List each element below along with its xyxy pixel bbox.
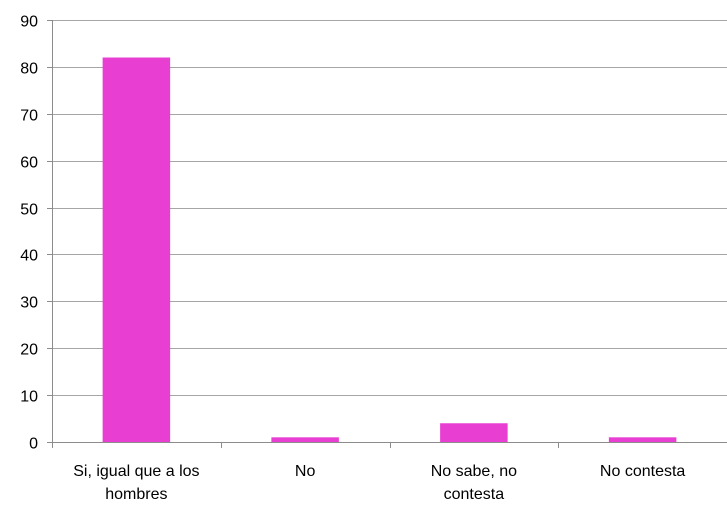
y-tick-label: 40 [20,248,38,265]
bars [102,57,677,443]
x-category-label: contesta [444,486,505,503]
y-tick-label: 90 [20,14,38,31]
x-category-label: No contesta [600,463,685,480]
y-tick-label: 0 [29,436,38,453]
y-tick-label: 30 [20,295,38,312]
y-tick-label: 70 [20,108,38,125]
axes [47,20,727,448]
y-tick-label: 10 [20,389,38,406]
bar [608,437,677,442]
y-tick-label: 50 [20,202,38,219]
y-tick-label: 60 [20,155,38,172]
y-tick-label: 20 [20,342,38,359]
x-category-label: No sabe, no [431,463,517,480]
x-axis-category-labels: Si, igual que a los hombres No No sabe, no c… [73,463,685,503]
y-axis-tick-labels: 0 10 20 30 40 50 60 70 80 90 [20,14,38,453]
bar [271,437,339,442]
x-category-label: hombres [105,486,167,503]
bar [440,423,508,442]
bar [102,57,171,443]
y-tick-label: 80 [20,61,38,78]
x-category-label: Si, igual que a los [73,463,199,480]
x-category-label: No [295,463,316,480]
